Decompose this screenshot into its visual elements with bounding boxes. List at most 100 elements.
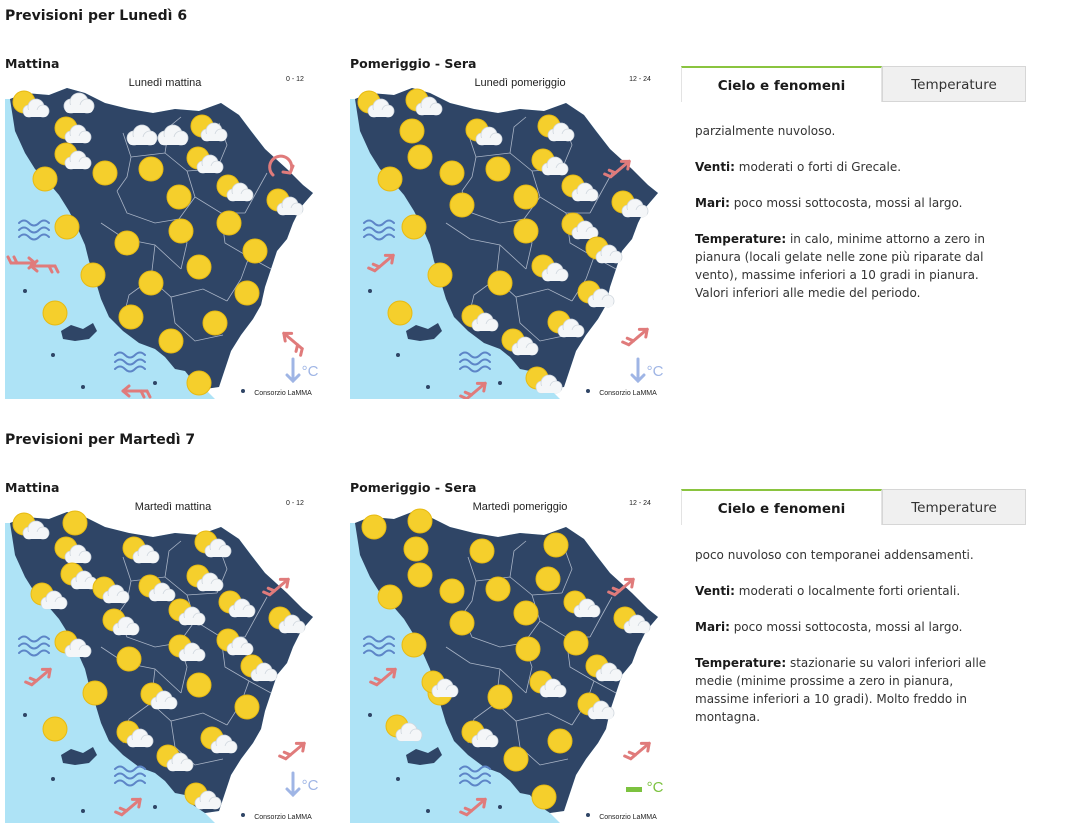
wind-arrow-icon (603, 159, 631, 179)
wind-arrow-icon (114, 797, 142, 817)
sun-icon (439, 578, 465, 604)
partly-cloudy-icon (30, 582, 68, 610)
period-label-afternoon: Pomeriggio - Sera (350, 56, 477, 71)
time-range: 12 - 24 (629, 76, 651, 83)
sun-icon (216, 210, 242, 236)
partly-cloudy-icon (561, 174, 599, 202)
sun-icon (168, 218, 194, 244)
sun-icon (377, 166, 403, 192)
sun-icon (62, 510, 88, 536)
sun-icon (32, 166, 58, 192)
wind-arrow-icon (621, 327, 649, 347)
day-title: Previsioni per Martedì 7 (5, 432, 196, 448)
partly-cloudy-icon (122, 536, 160, 564)
day-title: Previsioni per Lunedì 6 (5, 8, 188, 24)
sun-icon (42, 300, 68, 326)
partly-cloudy-icon (168, 598, 206, 626)
sea-waves-icon (18, 219, 50, 241)
sun-icon (531, 784, 557, 810)
time-range: 0 - 12 (286, 76, 304, 83)
wind-arrow-icon (367, 253, 395, 273)
partly-cloudy-icon (611, 190, 649, 218)
partly-cloudy-icon (54, 536, 92, 564)
sun-icon (138, 270, 164, 296)
wind-arrow-icon (607, 577, 635, 597)
temperature-stable-icon (626, 787, 642, 792)
tab-sky-phenomena[interactable]: Cielo e fenomeni (681, 489, 882, 525)
temperature-unit: °C (647, 363, 664, 380)
island-elba (406, 747, 442, 765)
island-elba (406, 323, 442, 341)
sun-icon (361, 514, 387, 540)
map-credit: Consorzio LaMMA (599, 814, 657, 821)
wind-arrow-icon (282, 331, 304, 357)
winds-text: Venti: moderati o localmente forti orien… (695, 584, 961, 598)
island-elba (61, 747, 97, 765)
partly-cloudy-icon (54, 630, 92, 658)
partly-cloudy-icon (531, 254, 569, 282)
partly-cloudy-icon (585, 654, 623, 682)
sun-icon (513, 184, 539, 210)
map-monday-morning: Lunedì mattina 0 - 12 Consorzio LaMMA °C (5, 73, 321, 399)
partly-cloudy-icon (12, 90, 50, 118)
temperature-unit: °C (647, 779, 664, 796)
sun-icon (407, 144, 433, 170)
map-credit: Consorzio LaMMA (254, 814, 312, 821)
map-title: Lunedì pomeriggio (474, 77, 565, 89)
partly-cloudy-icon (138, 574, 176, 602)
sun-icon (114, 230, 140, 256)
temperatures-text: Temperature: in calo, minime attorno a z… (695, 232, 986, 300)
region-map-tuscany (355, 512, 658, 813)
sun-icon (401, 632, 427, 658)
partly-cloudy-icon (216, 174, 254, 202)
partly-cloudy-icon (156, 744, 194, 772)
cloud-icon (126, 124, 158, 146)
sun-icon (449, 610, 475, 636)
sky-text: poco nuvoloso con temporanei addensament… (695, 548, 974, 562)
partly-cloudy-icon (186, 564, 224, 592)
temperature-unit: °C (302, 777, 319, 794)
temperature-unit: °C (302, 363, 319, 380)
partly-cloudy-icon (501, 328, 539, 356)
sun-icon (485, 576, 511, 602)
sun-icon (80, 262, 106, 288)
partly-cloudy-icon (102, 608, 140, 636)
weather-map: Martedì pomeriggio 12 - 24 Consorzio LaM… (350, 497, 666, 823)
period-label-morning: Mattina (5, 56, 60, 71)
day-forecast-tuesday: Previsioni per Martedì 7 Mattina Martedì… (0, 432, 1081, 832)
wind-arrow-icon (121, 384, 152, 399)
sun-icon (543, 532, 569, 558)
partly-cloudy-icon (268, 606, 306, 634)
map-credit: Consorzio LaMMA (599, 390, 657, 397)
sun-icon (186, 672, 212, 698)
sun-icon (439, 160, 465, 186)
map-tuesday-afternoon: Martedì pomeriggio 12 - 24 Consorzio LaM… (350, 497, 666, 823)
partly-cloudy-icon (168, 634, 206, 662)
period-label-afternoon: Pomeriggio - Sera (350, 480, 477, 495)
sea-waves-icon (114, 765, 146, 787)
tab-temperatures[interactable]: Temperature (882, 66, 1026, 102)
sun-icon (503, 746, 529, 772)
sea-waves-icon (18, 635, 50, 657)
partly-cloudy-icon (190, 114, 228, 142)
sun-icon (427, 262, 453, 288)
sun-icon (407, 508, 433, 534)
sea-waves-icon (459, 765, 491, 787)
partly-cloudy-icon (563, 590, 601, 618)
cloud-icon (157, 124, 189, 146)
partly-cloudy-icon (54, 116, 92, 144)
partly-cloudy-icon (547, 310, 585, 338)
sky-text: parzialmente nuvoloso. (695, 124, 836, 138)
tab-temperatures[interactable]: Temperature (882, 489, 1026, 525)
tab-sky-phenomena[interactable]: Cielo e fenomeni (681, 66, 882, 102)
partly-cloudy-icon (529, 670, 567, 698)
partly-cloudy-icon (216, 628, 254, 656)
partly-cloudy-icon (577, 692, 615, 720)
sun-icon (547, 728, 573, 754)
sun-icon (401, 214, 427, 240)
partly-cloudy-icon (613, 606, 651, 634)
partly-cloudy-icon (60, 562, 98, 590)
sun-icon (535, 566, 561, 592)
sun-icon (186, 254, 212, 280)
wind-arrow-icon (459, 381, 487, 399)
